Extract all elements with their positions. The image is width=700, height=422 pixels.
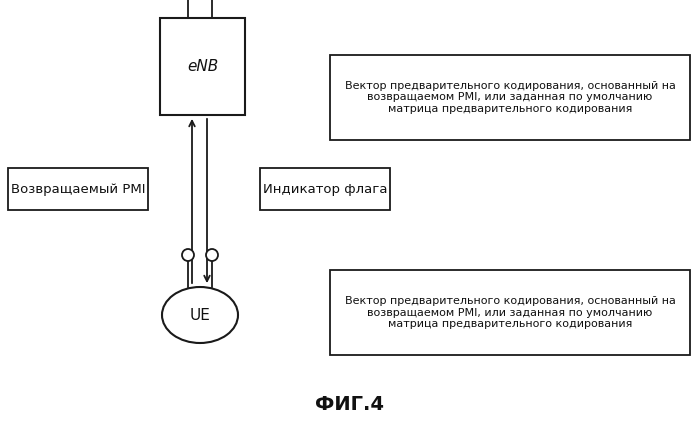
Text: eNB: eNB [187,59,218,74]
Circle shape [182,249,194,261]
FancyBboxPatch shape [160,18,245,115]
FancyBboxPatch shape [260,168,390,210]
Ellipse shape [162,287,238,343]
Text: Индикатор флага: Индикатор флага [262,182,387,195]
Text: Вектор предварительного кодирования, основанный на
возвращаемом PMI, или заданна: Вектор предварительного кодирования, осн… [344,81,676,114]
FancyBboxPatch shape [330,55,690,140]
FancyBboxPatch shape [330,270,690,355]
Circle shape [206,249,218,261]
Text: Вектор предварительного кодирования, основанный на
возвращаемом PMI, или заданна: Вектор предварительного кодирования, осн… [344,296,676,329]
Text: ФИГ.4: ФИГ.4 [316,395,384,414]
Text: Возвращаемый PMI: Возвращаемый PMI [10,182,146,195]
FancyBboxPatch shape [8,168,148,210]
Text: UE: UE [190,308,211,322]
